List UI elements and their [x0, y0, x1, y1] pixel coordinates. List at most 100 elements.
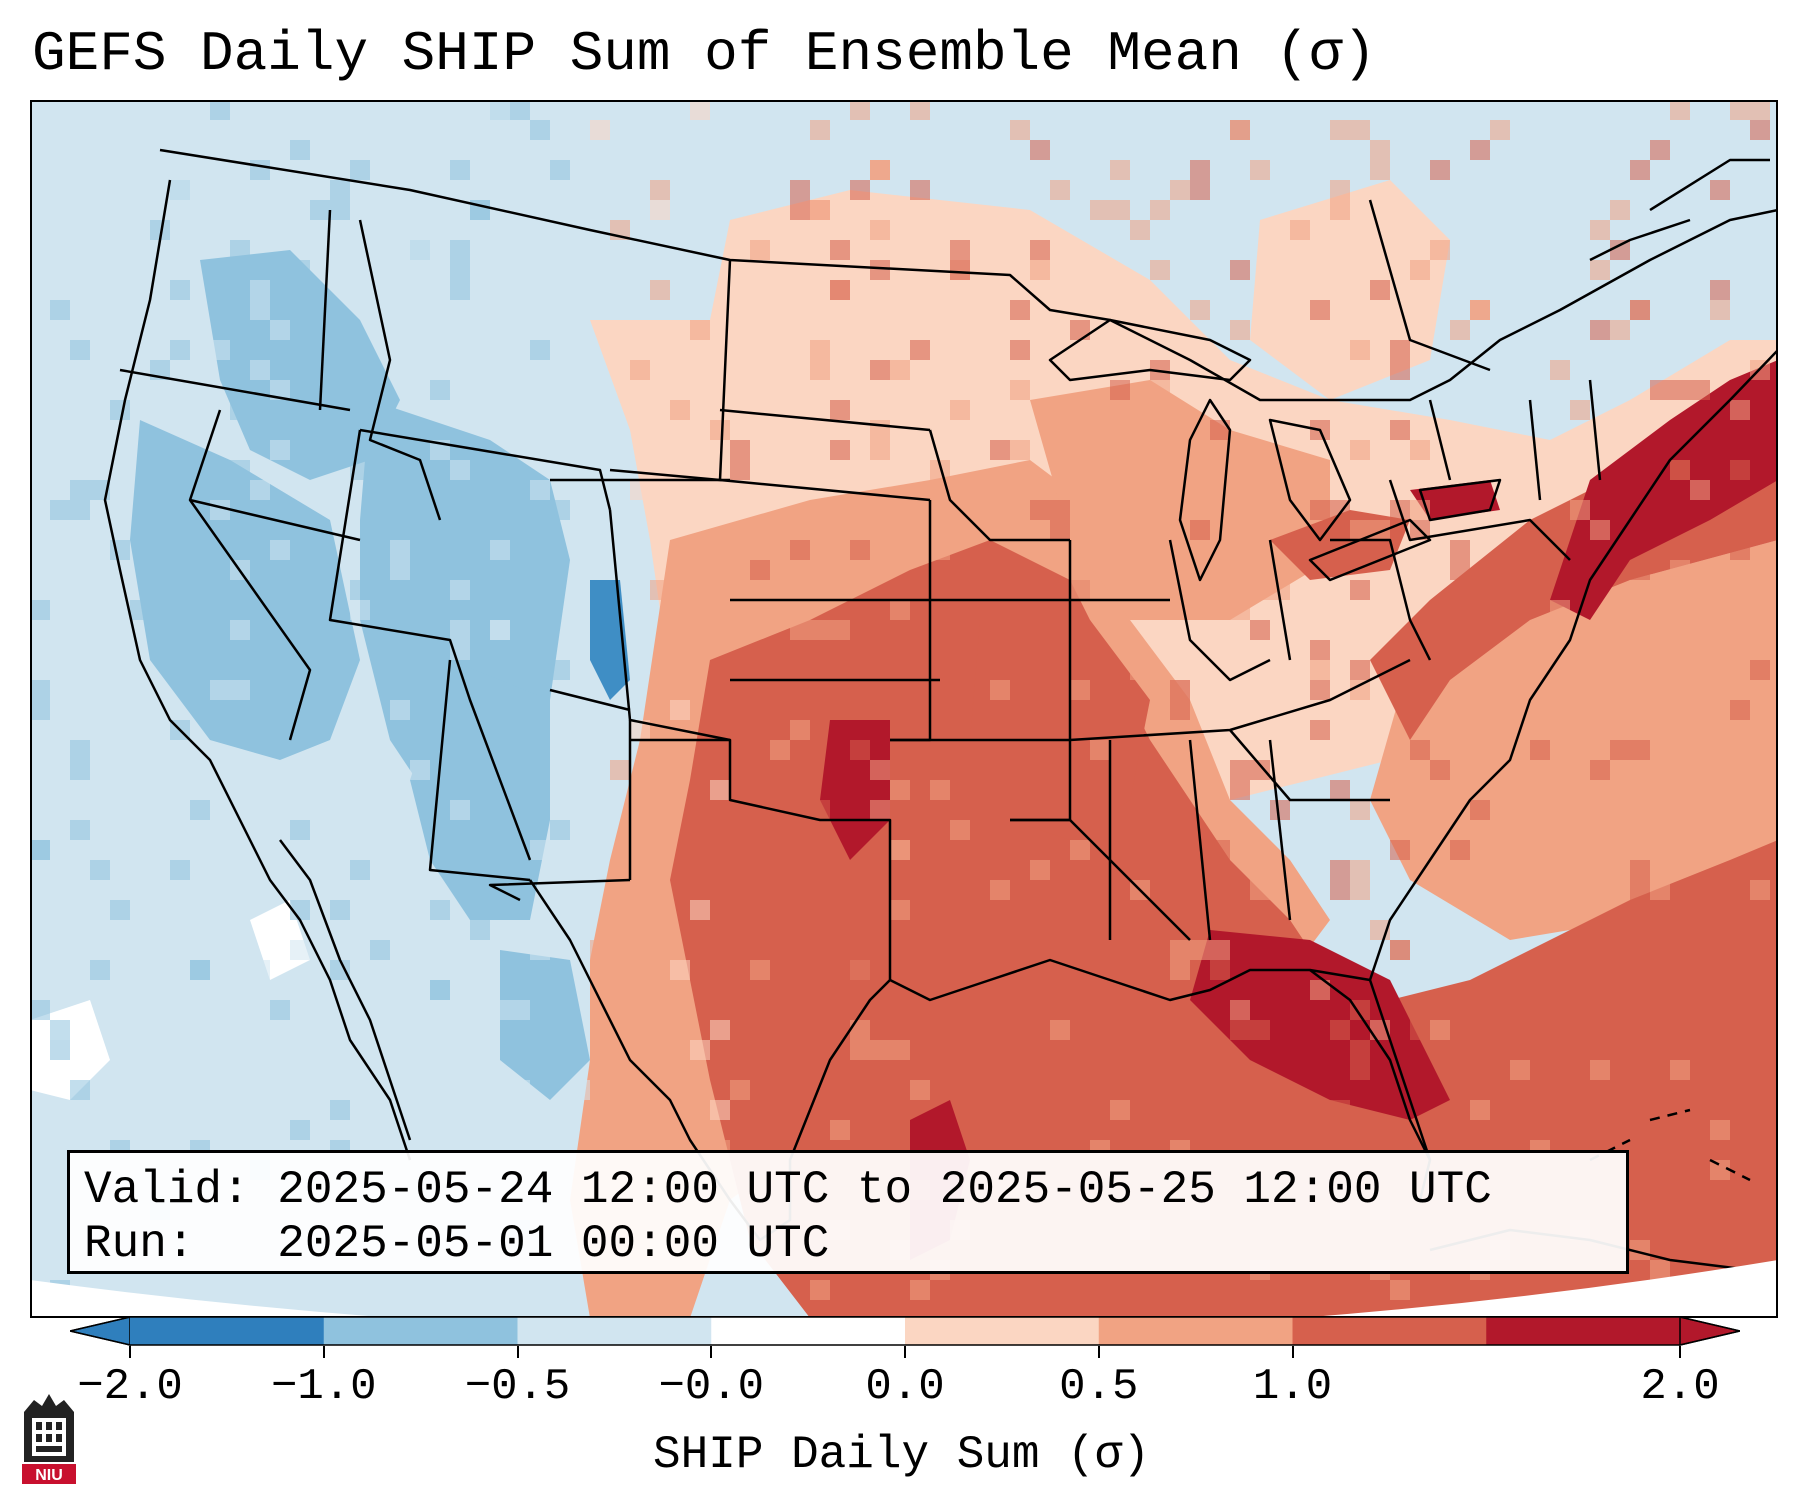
- grid-cell: [370, 940, 390, 960]
- grid-cell: [810, 560, 830, 580]
- grid-cell: [210, 500, 230, 520]
- grid-cell: [1310, 680, 1330, 700]
- grid-cell: [850, 180, 870, 200]
- grid-cell: [1670, 460, 1690, 480]
- grid-cell: [830, 620, 850, 640]
- grid-cell: [70, 600, 90, 620]
- grid-cell: [1070, 580, 1090, 600]
- grid-cell: [1430, 240, 1450, 260]
- grid-cell: [210, 620, 230, 640]
- info-box: Valid: 2025-05-24 12:00 UTC to 2025-05-2…: [67, 1150, 1629, 1274]
- grid-cell: [690, 900, 710, 920]
- grid-cell: [1090, 200, 1110, 220]
- grid-cell: [410, 760, 430, 780]
- grid-cell: [490, 320, 510, 340]
- run-label: Run:: [84, 1218, 195, 1270]
- valid-value: 2025-05-24 12:00 UTC to 2025-05-25 12:00…: [277, 1164, 1492, 1216]
- grid-cell: [870, 800, 890, 820]
- region-gulf-coast: [1190, 930, 1450, 1120]
- lake-ontario-shore: [1418, 478, 1502, 522]
- lake-michigan: [1178, 398, 1232, 582]
- grid-cell: [1550, 360, 1570, 380]
- grid-cell: [1350, 660, 1370, 680]
- grid-cell: [1670, 100, 1690, 120]
- grid-cell: [250, 1060, 270, 1080]
- grid-cell: [1110, 400, 1130, 420]
- grid-cell: [230, 240, 250, 260]
- grid-cell: [1710, 1040, 1730, 1060]
- grid-cell: [1610, 320, 1630, 340]
- grid-cell: [750, 560, 770, 580]
- grid-cell: [350, 580, 370, 600]
- grid-cell: [290, 820, 310, 840]
- grid-cell: [950, 260, 970, 280]
- grid-cell: [1430, 760, 1450, 780]
- lake-huron: [1268, 418, 1352, 542]
- grid-cell: [790, 200, 810, 220]
- grid-cell: [1170, 1040, 1190, 1060]
- grid-cell: [270, 780, 290, 800]
- grid-cell: [790, 540, 810, 560]
- colorbar-tick: [129, 1346, 131, 1358]
- colorbar-tick-label: −1.0: [270, 1362, 377, 1412]
- grid-cell: [850, 1020, 870, 1040]
- grid-cell: [1670, 380, 1690, 400]
- grid-cell: [830, 240, 850, 260]
- grid-cell: [170, 180, 190, 200]
- grid-cell: [510, 520, 530, 540]
- grid-cell: [1470, 580, 1490, 600]
- valid-line: Valid: 2025-05-24 12:00 UTC to 2025-05-2…: [84, 1163, 1612, 1217]
- grid-cell: [1590, 800, 1610, 820]
- grid-cell: [1630, 160, 1650, 180]
- grid-cell: [1590, 920, 1610, 940]
- grid-cell: [1570, 400, 1590, 420]
- grid-cell: [1270, 860, 1290, 880]
- domain-edge: [30, 1260, 1778, 1318]
- grid-cell: [290, 140, 310, 160]
- grid-cell: [290, 300, 310, 320]
- grid-cell: [350, 160, 370, 180]
- grid-cell: [90, 140, 110, 160]
- grid-cell: [1010, 380, 1030, 400]
- grid-cell: [190, 1020, 210, 1040]
- grid-cell: [1390, 940, 1410, 960]
- grid-cell: [710, 420, 730, 440]
- grid-cell: [1250, 160, 1270, 180]
- grid-cell: [390, 540, 410, 560]
- grid-cell: [870, 260, 890, 280]
- grid-cell: [190, 680, 210, 700]
- grid-cell: [230, 460, 250, 480]
- grid-cell: [870, 220, 890, 240]
- grid-cell: [1170, 940, 1190, 960]
- grid-cell: [410, 560, 430, 580]
- grid-cell: [1050, 520, 1070, 540]
- grid-cell: [1250, 880, 1270, 900]
- grid-cell: [130, 380, 150, 400]
- grid-cell: [210, 160, 230, 180]
- grid-cell: [530, 120, 550, 140]
- grid-cell: [470, 780, 490, 800]
- grid-cell: [470, 1060, 490, 1080]
- grid-cell: [1290, 480, 1310, 500]
- grid-cell: [90, 920, 110, 940]
- grid-cell: [290, 260, 310, 280]
- grid-cell: [1350, 860, 1370, 880]
- grid-cell: [450, 800, 470, 820]
- grid-cell: [610, 760, 630, 780]
- grid-cell: [870, 760, 890, 780]
- grid-cell: [1010, 120, 1030, 140]
- grid-cell: [530, 480, 550, 500]
- grid-cell: [1330, 180, 1350, 200]
- grid-cell: [1590, 220, 1610, 240]
- grid-cell: [1730, 980, 1750, 1000]
- choropleth-map: [30, 100, 1778, 1318]
- grid-cell: [1170, 960, 1190, 980]
- grid-cell: [1410, 1020, 1430, 1040]
- grid-cell: [1010, 340, 1030, 360]
- grid-cell: [630, 880, 650, 900]
- colorbar-tick: [322, 1346, 325, 1358]
- grid-cell: [1730, 460, 1750, 480]
- grid-cell: [30, 460, 50, 480]
- map-title: GEFS Daily SHIP Sum of Ensemble Mean (σ): [32, 22, 1377, 86]
- grid-cell: [90, 860, 110, 880]
